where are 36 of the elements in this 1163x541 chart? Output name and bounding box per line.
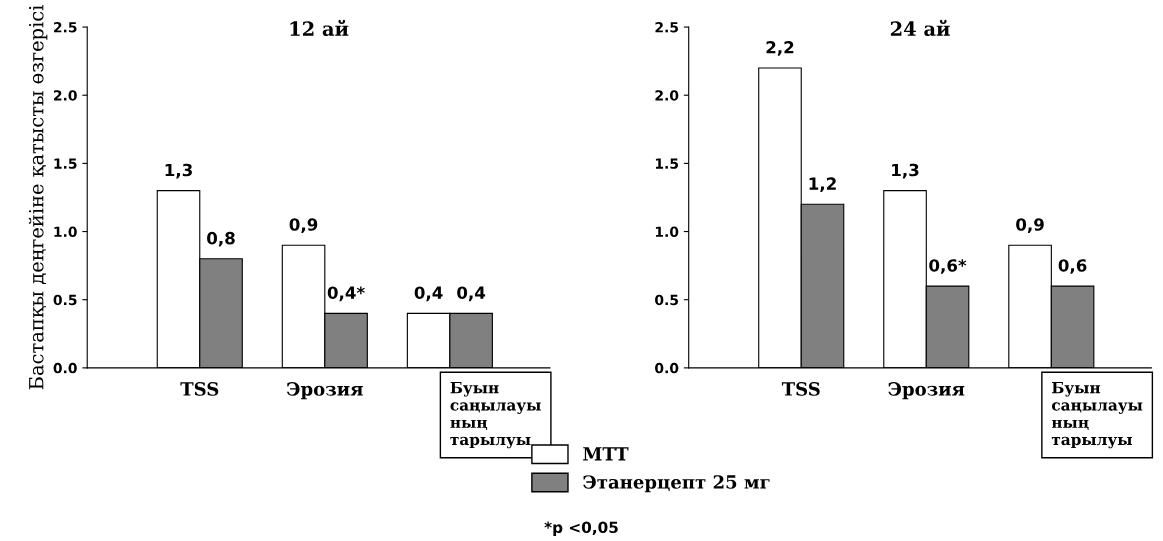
data-label: 0,4	[414, 286, 443, 302]
x-tick-label: Эрозия	[888, 382, 965, 400]
x-tick-label: Эрозия	[286, 382, 363, 400]
y-tick-label: 1.0	[655, 226, 679, 238]
y-axis-title: Бастапқы деңгейіне қатысты өзгерісі	[28, 5, 48, 390]
y-tick-label: 2.0	[54, 90, 77, 101]
y-tick-label: 2.0	[655, 90, 679, 101]
data-label: 1,3	[892, 163, 919, 179]
data-label: 1,3	[165, 163, 192, 179]
x-tick-label: TSS	[180, 382, 219, 396]
data-label: 0,9	[289, 218, 318, 233]
data-label: 0,6*	[929, 259, 967, 274]
x-tick-label: Буын саңылауы ның тарылуы	[1051, 382, 1143, 449]
y-tick-label: 2.5	[655, 22, 679, 33]
y-tick-label: 1.5	[54, 158, 77, 169]
x-tick-label: TSS	[781, 382, 820, 396]
chart-title: 12 ай	[290, 19, 349, 37]
data-label: 0,8	[207, 231, 235, 247]
y-tick-label: 0.5	[655, 294, 679, 306]
y-tick-label: 1.5	[655, 158, 679, 169]
text: *p <0,05	[544, 521, 618, 537]
y-tick-label: 1.0	[54, 226, 77, 238]
data-label: 0,6	[1058, 259, 1087, 274]
legend-label: MTT	[583, 447, 629, 461]
data-label: 0,4	[457, 286, 486, 302]
chart-title: 24 ай	[890, 19, 950, 37]
y-tick-label: 2.5	[54, 22, 77, 33]
data-label: 2,2	[766, 41, 794, 56]
data-label: 0,9	[1016, 218, 1044, 233]
y-tick-label: 0.0	[655, 362, 679, 374]
y-tick-label: 0.5	[53, 294, 77, 306]
y-tick-label: 0.0	[53, 362, 77, 374]
data-label: 0,4*	[327, 286, 365, 302]
legend-label: Этанерцепт 25 мг	[583, 475, 770, 493]
x-tick-label: Буын саңылауы ның тарылуы	[450, 382, 541, 449]
data-label: 1,2	[809, 177, 836, 193]
